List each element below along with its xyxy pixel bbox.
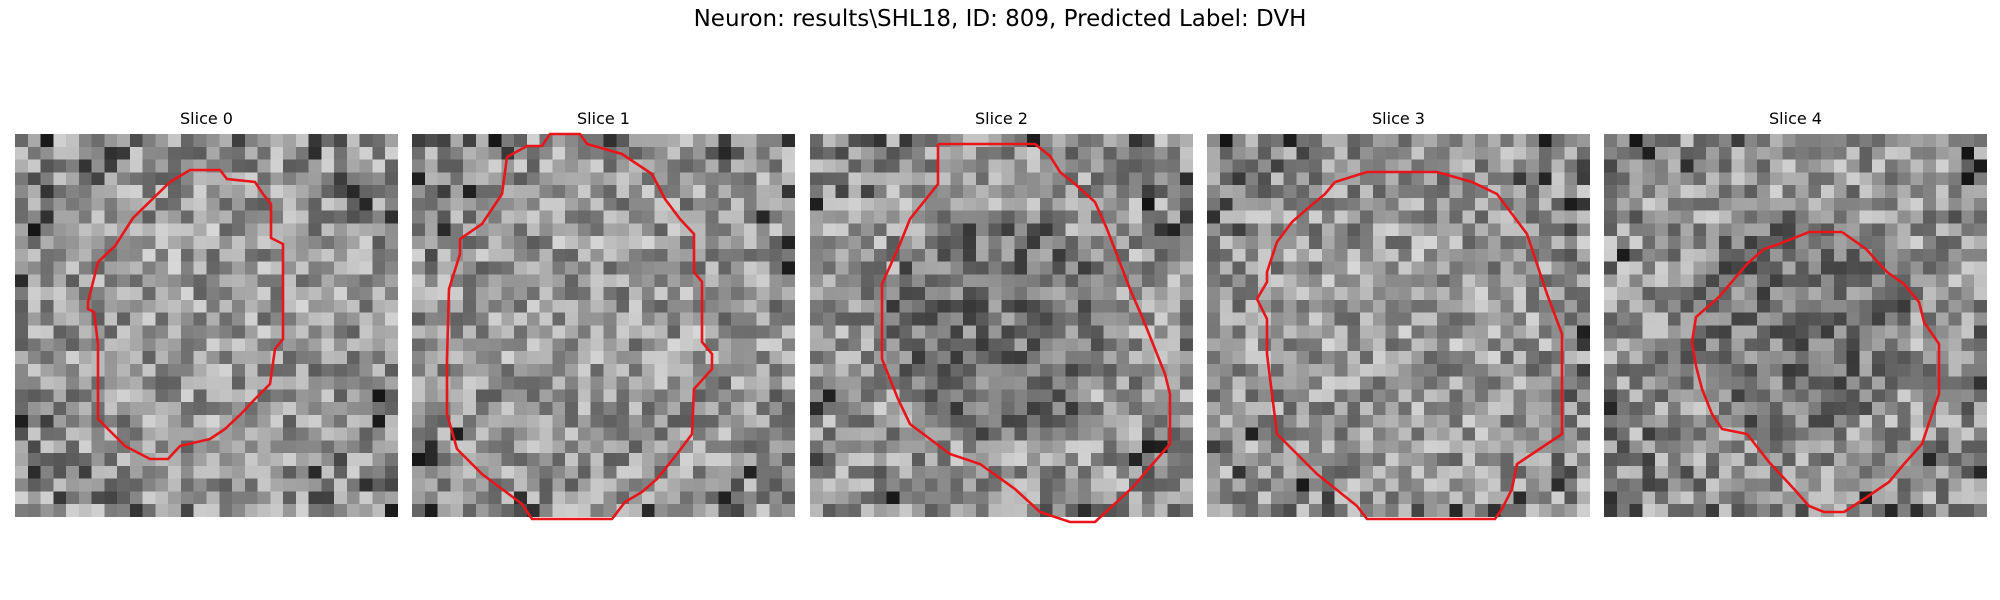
slice-title: Slice 1 xyxy=(577,109,630,128)
slice-panel-0: Slice 0 xyxy=(15,108,398,517)
neuron-contour xyxy=(1255,170,1564,521)
slice-image xyxy=(15,134,398,517)
neuron-contour xyxy=(1690,230,1941,514)
slice-image xyxy=(810,134,1193,517)
slice-panel-3: Slice 3 xyxy=(1207,108,1590,521)
slice-title: Slice 3 xyxy=(1372,109,1425,128)
slice-panel-4: Slice 4 xyxy=(1604,108,1987,517)
neuron-contour xyxy=(86,168,285,461)
neuron-contour xyxy=(445,132,714,521)
neuron-contour xyxy=(880,142,1172,524)
slice-title: Slice 0 xyxy=(180,109,233,128)
slice-image xyxy=(1604,134,1987,517)
slice-panel-2: Slice 2 xyxy=(810,108,1193,524)
slice-image xyxy=(1207,134,1590,517)
slice-image xyxy=(412,134,795,517)
figure-title: Neuron: results\SHL18, ID: 809, Predicte… xyxy=(693,6,1307,32)
slice-title: Slice 2 xyxy=(975,109,1028,128)
slice-title: Slice 4 xyxy=(1769,109,1822,128)
slice-panel-1: Slice 1 xyxy=(412,108,795,521)
